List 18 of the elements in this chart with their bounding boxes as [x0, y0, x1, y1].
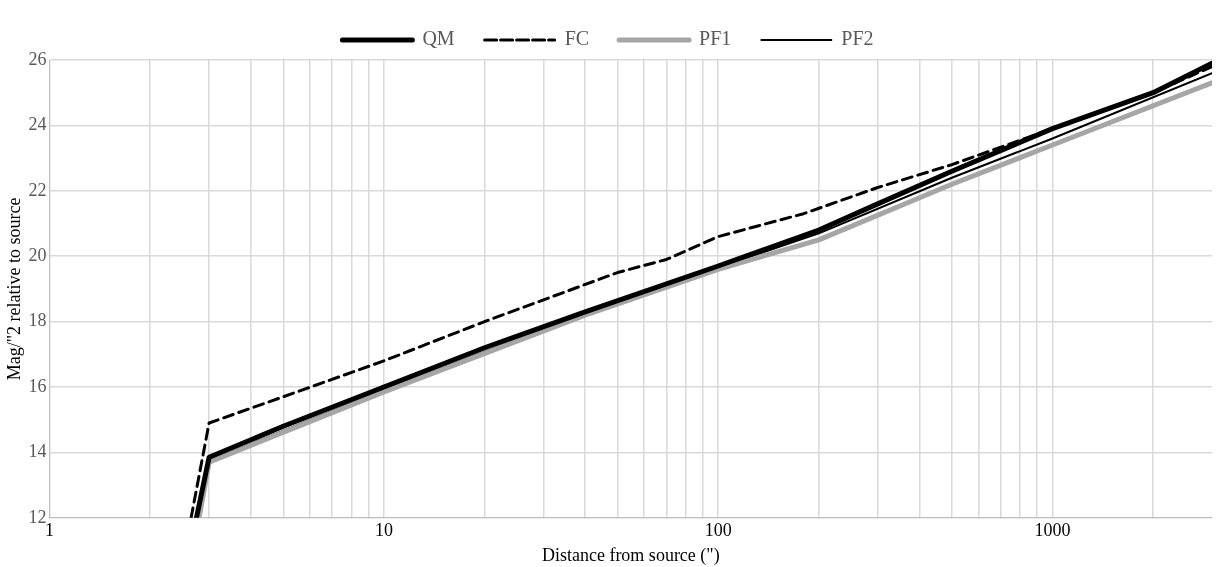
legend-label: PF1	[699, 27, 732, 50]
y-tick-label: 12	[28, 506, 47, 527]
y-tick-label: 14	[28, 441, 47, 462]
x-tick-label: 100	[704, 520, 732, 541]
y-tick-label: 24	[28, 114, 47, 135]
y-tick-label: 22	[28, 179, 47, 200]
y-tick-label: 26	[28, 48, 47, 69]
x-tick-label: 1000	[1034, 520, 1071, 541]
y-tick-label: 16	[28, 375, 47, 396]
y-tick-label: 20	[28, 244, 47, 265]
legend-label: FC	[564, 27, 590, 50]
x-axis-title: Distance from source (")	[541, 544, 720, 566]
y-tick-label: 18	[28, 310, 47, 331]
legend-label: PF2	[841, 27, 874, 50]
x-tick-label: 10	[374, 520, 393, 541]
y-axis-title: Mag/"2 relative to source	[3, 197, 24, 381]
x-tick-label: 1	[45, 520, 55, 541]
legend-label: QM	[422, 27, 455, 50]
